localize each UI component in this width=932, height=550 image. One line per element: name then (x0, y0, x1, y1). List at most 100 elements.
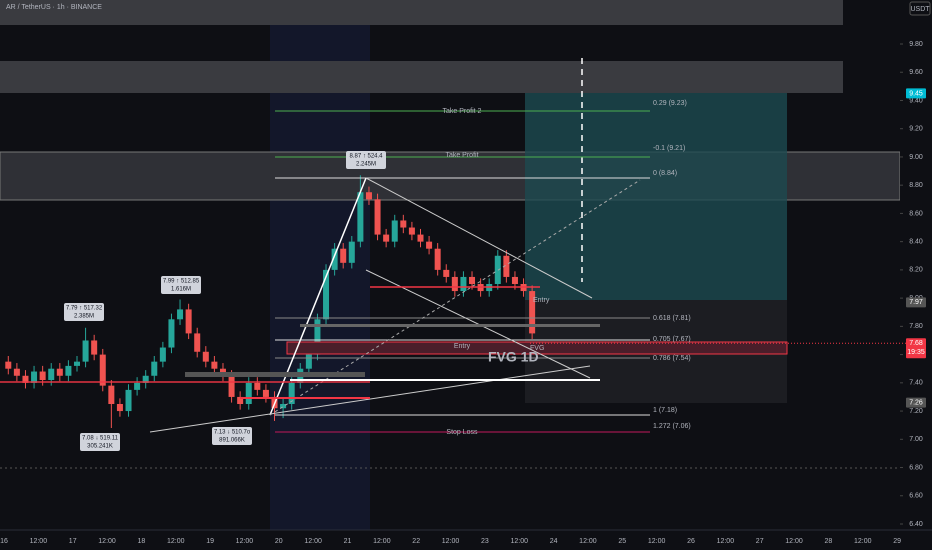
callouts: 7.79 ↑ 517.32 2.385M 7.99 ↑ 512.85 1.616M 7.… (64, 151, 386, 451)
candle-body (73, 361, 80, 366)
time-tick-label: 24 (550, 538, 558, 545)
time-tick-label: 29 (893, 538, 901, 545)
candle-body (48, 368, 55, 380)
candle-body (134, 382, 141, 390)
candle-body (503, 255, 510, 277)
order-block (300, 324, 600, 327)
callout-text: 305.241K (87, 444, 113, 450)
price-tick-label: 8.60 (909, 210, 923, 217)
candle-body (168, 319, 175, 348)
price-tick-label: 9.00 (909, 154, 923, 161)
candle-body (202, 351, 209, 362)
time-tick-label: 12:00 (373, 538, 391, 545)
price-marker-label: 7.97 (909, 299, 923, 306)
price-tick-label: 9.80 (909, 41, 923, 48)
callout-text: 7.08 ↓ 519.11 (82, 436, 119, 442)
time-tick-label: 23 (481, 538, 489, 545)
candle-body (159, 347, 166, 362)
candle-body (82, 340, 89, 362)
callout-box (64, 303, 104, 321)
candle-body (56, 368, 63, 376)
fib-label: 0.705 (7.67) (653, 336, 691, 343)
time-tick-label: 27 (756, 538, 764, 545)
fib-label: 0 (8.84) (653, 170, 677, 177)
last-price-box (906, 338, 926, 359)
candle-body (211, 361, 218, 369)
candle-body (99, 354, 106, 386)
currency-label[interactable]: USDT (910, 6, 930, 13)
price-tick-label: 8.40 (909, 238, 923, 245)
callout-box (80, 433, 120, 451)
callout-text: 7.13 ↓ 510.7o (214, 430, 251, 436)
annotation: Entry (533, 297, 550, 304)
time-tick-label: 12:00 (442, 538, 460, 545)
candle-body (408, 227, 415, 235)
callout-text: 7.79 ↑ 517.32 (66, 306, 103, 312)
fvg-zone (286, 341, 788, 355)
callout-box (161, 276, 201, 294)
time-tick-label: 22 (412, 538, 420, 545)
candle-body (314, 319, 321, 355)
fib-label: 0.786 (7.54) (653, 355, 691, 362)
candle-body (228, 375, 235, 397)
time-tick-label: 17 (69, 538, 77, 545)
price-marker (906, 297, 926, 308)
candle-body (443, 269, 450, 277)
zone (0, 61, 843, 93)
time-tick-label: 12:00 (648, 538, 666, 545)
candle-body (177, 309, 184, 320)
time-tick-label: 12:00 (854, 538, 872, 545)
candle-body (460, 276, 467, 292)
price-marker-label: 7.26 (909, 399, 923, 406)
price-tick-label: 6.40 (909, 521, 923, 528)
price-marker (906, 88, 926, 99)
candle-body (340, 248, 347, 263)
candle-body (31, 371, 38, 383)
price-tick-label: 9.40 (909, 97, 923, 104)
candle-body (348, 241, 355, 263)
callout-box (346, 151, 386, 169)
wedge-line (365, 177, 593, 299)
order-block (185, 372, 365, 377)
candle-body (194, 333, 201, 352)
candle-body (383, 234, 390, 242)
candle-body (417, 234, 424, 242)
callout-text: 2.385M (74, 314, 94, 320)
callout-text: 7.99 ↑ 512.85 (163, 279, 200, 285)
annotations: Take Profit 2 Take Profit Entry Entry St… (443, 100, 691, 436)
candle-body (374, 199, 381, 235)
candle-body (426, 241, 433, 249)
candle-body (91, 340, 98, 355)
annotation: Stop Loss (446, 429, 478, 436)
candle-body (305, 354, 312, 369)
fib-label: 0.29 (9.23) (653, 100, 687, 107)
fib-label: 0.618 (7.81) (653, 315, 691, 322)
candle-body (391, 220, 398, 242)
candle-body (357, 192, 364, 242)
callout-text: 891.066K (219, 438, 245, 444)
time-tick-label: 12:00 (785, 538, 803, 545)
time-tick-label: 20 (275, 538, 283, 545)
candle-body (125, 389, 132, 412)
callout-text: 1.616M (171, 287, 191, 293)
price-axis (900, 0, 932, 530)
time-tick-label: 21 (344, 538, 352, 545)
candle-body (185, 309, 192, 334)
price-tick-label: 7.40 (909, 380, 923, 387)
candle-body (151, 361, 158, 376)
candle-body (254, 382, 261, 390)
time-tick-label: 19 (206, 538, 214, 545)
candle-body (5, 361, 12, 369)
symbol-title: AR / TetherUS · 1h · BINANCE (6, 4, 102, 11)
price-marker-label: 9.45 (909, 90, 923, 97)
annotation: Entry (454, 343, 471, 350)
last-price-label: 7.68 (909, 340, 923, 347)
axes: 9.809.609.409.209.008.808.608.408.208.00… (0, 41, 926, 545)
callout-text: 2.245M (356, 162, 376, 168)
drawings (0, 110, 788, 433)
candle-body (511, 276, 518, 284)
fib-label: -0.1 (9.21) (653, 145, 685, 152)
price-tick-label: 7.00 (909, 436, 923, 443)
currency-button[interactable] (909, 1, 931, 16)
candle-body (365, 192, 372, 200)
